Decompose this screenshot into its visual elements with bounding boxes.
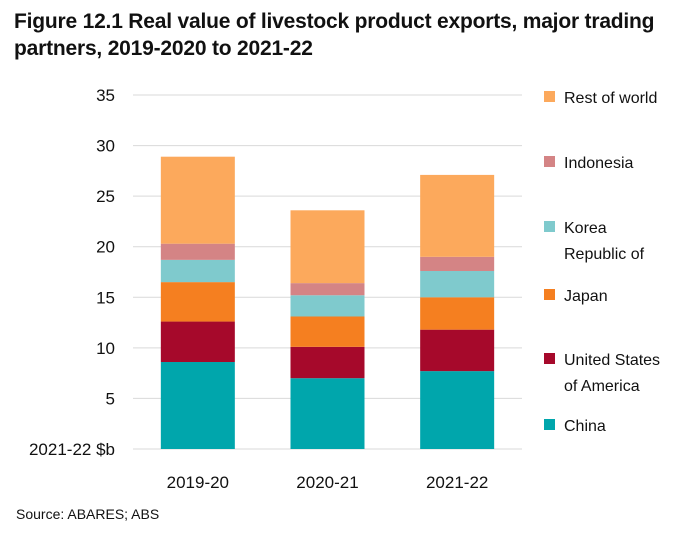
y-axis-label: 2021-22 $b	[29, 440, 115, 459]
y-tick-label: 15	[96, 288, 115, 307]
legend-swatch	[544, 419, 555, 430]
bar-segment-rest-of-world	[290, 210, 365, 284]
bar-segment-china	[290, 378, 365, 449]
bar-segment-indonesia	[290, 283, 365, 296]
bar-segment-korea-republic-of	[290, 295, 365, 317]
source-note: Source: ABARES; ABS	[16, 506, 160, 522]
x-tick-label: 2019-20	[167, 473, 229, 492]
bar-segment-china	[160, 362, 235, 449]
bar-segment-indonesia	[160, 243, 235, 260]
bar-segment-united-states-of-america	[290, 346, 365, 379]
y-tick-label: 20	[96, 238, 115, 257]
chart-title: Figure 12.1 Real value of livestock prod…	[14, 10, 655, 60]
legend-label: Indonesia	[564, 155, 633, 172]
legend-label: Republic of	[564, 246, 645, 263]
legend-swatch	[544, 91, 555, 102]
legend-label: Rest of world	[564, 90, 657, 107]
bar-segment-japan	[420, 297, 495, 330]
legend-label: Korea	[564, 220, 607, 237]
legend: Rest of world Indonesia Korea Republic of Ja…	[544, 90, 660, 435]
bar-segment-korea-republic-of	[160, 259, 235, 283]
bar-segment-united-states-of-america	[420, 329, 495, 372]
legend-label: of America	[564, 378, 640, 395]
legend-swatch	[544, 289, 555, 300]
bar-segment-korea-republic-of	[420, 270, 495, 298]
bar-segment-rest-of-world	[160, 156, 235, 244]
axis-labels: 5 10 15 20 25 30 35 2021-22 $b 2019-20 2020-21 202…	[29, 86, 488, 492]
y-tick-label: 30	[96, 137, 115, 156]
bar-stacks	[160, 156, 495, 449]
x-tick-label: 2020-21	[296, 473, 358, 492]
legend-label: United States	[564, 352, 660, 369]
y-tick-label: 25	[96, 187, 115, 206]
x-tick-label: 2021-22	[426, 473, 488, 492]
y-tick-label: 5	[106, 389, 115, 408]
legend-swatch	[544, 156, 555, 167]
bar-segment-china	[420, 371, 495, 449]
y-tick-label: 35	[96, 86, 115, 105]
legend-swatch	[544, 221, 555, 232]
bar-segment-japan	[160, 282, 235, 322]
bar-segment-rest-of-world	[420, 174, 495, 257]
bar-segment-indonesia	[420, 256, 495, 271]
legend-swatch	[544, 353, 555, 364]
legend-label: Japan	[564, 288, 608, 305]
y-tick-label: 10	[96, 339, 115, 358]
bar-segment-japan	[290, 316, 365, 347]
legend-label: China	[564, 418, 606, 435]
bar-segment-united-states-of-america	[160, 321, 235, 363]
